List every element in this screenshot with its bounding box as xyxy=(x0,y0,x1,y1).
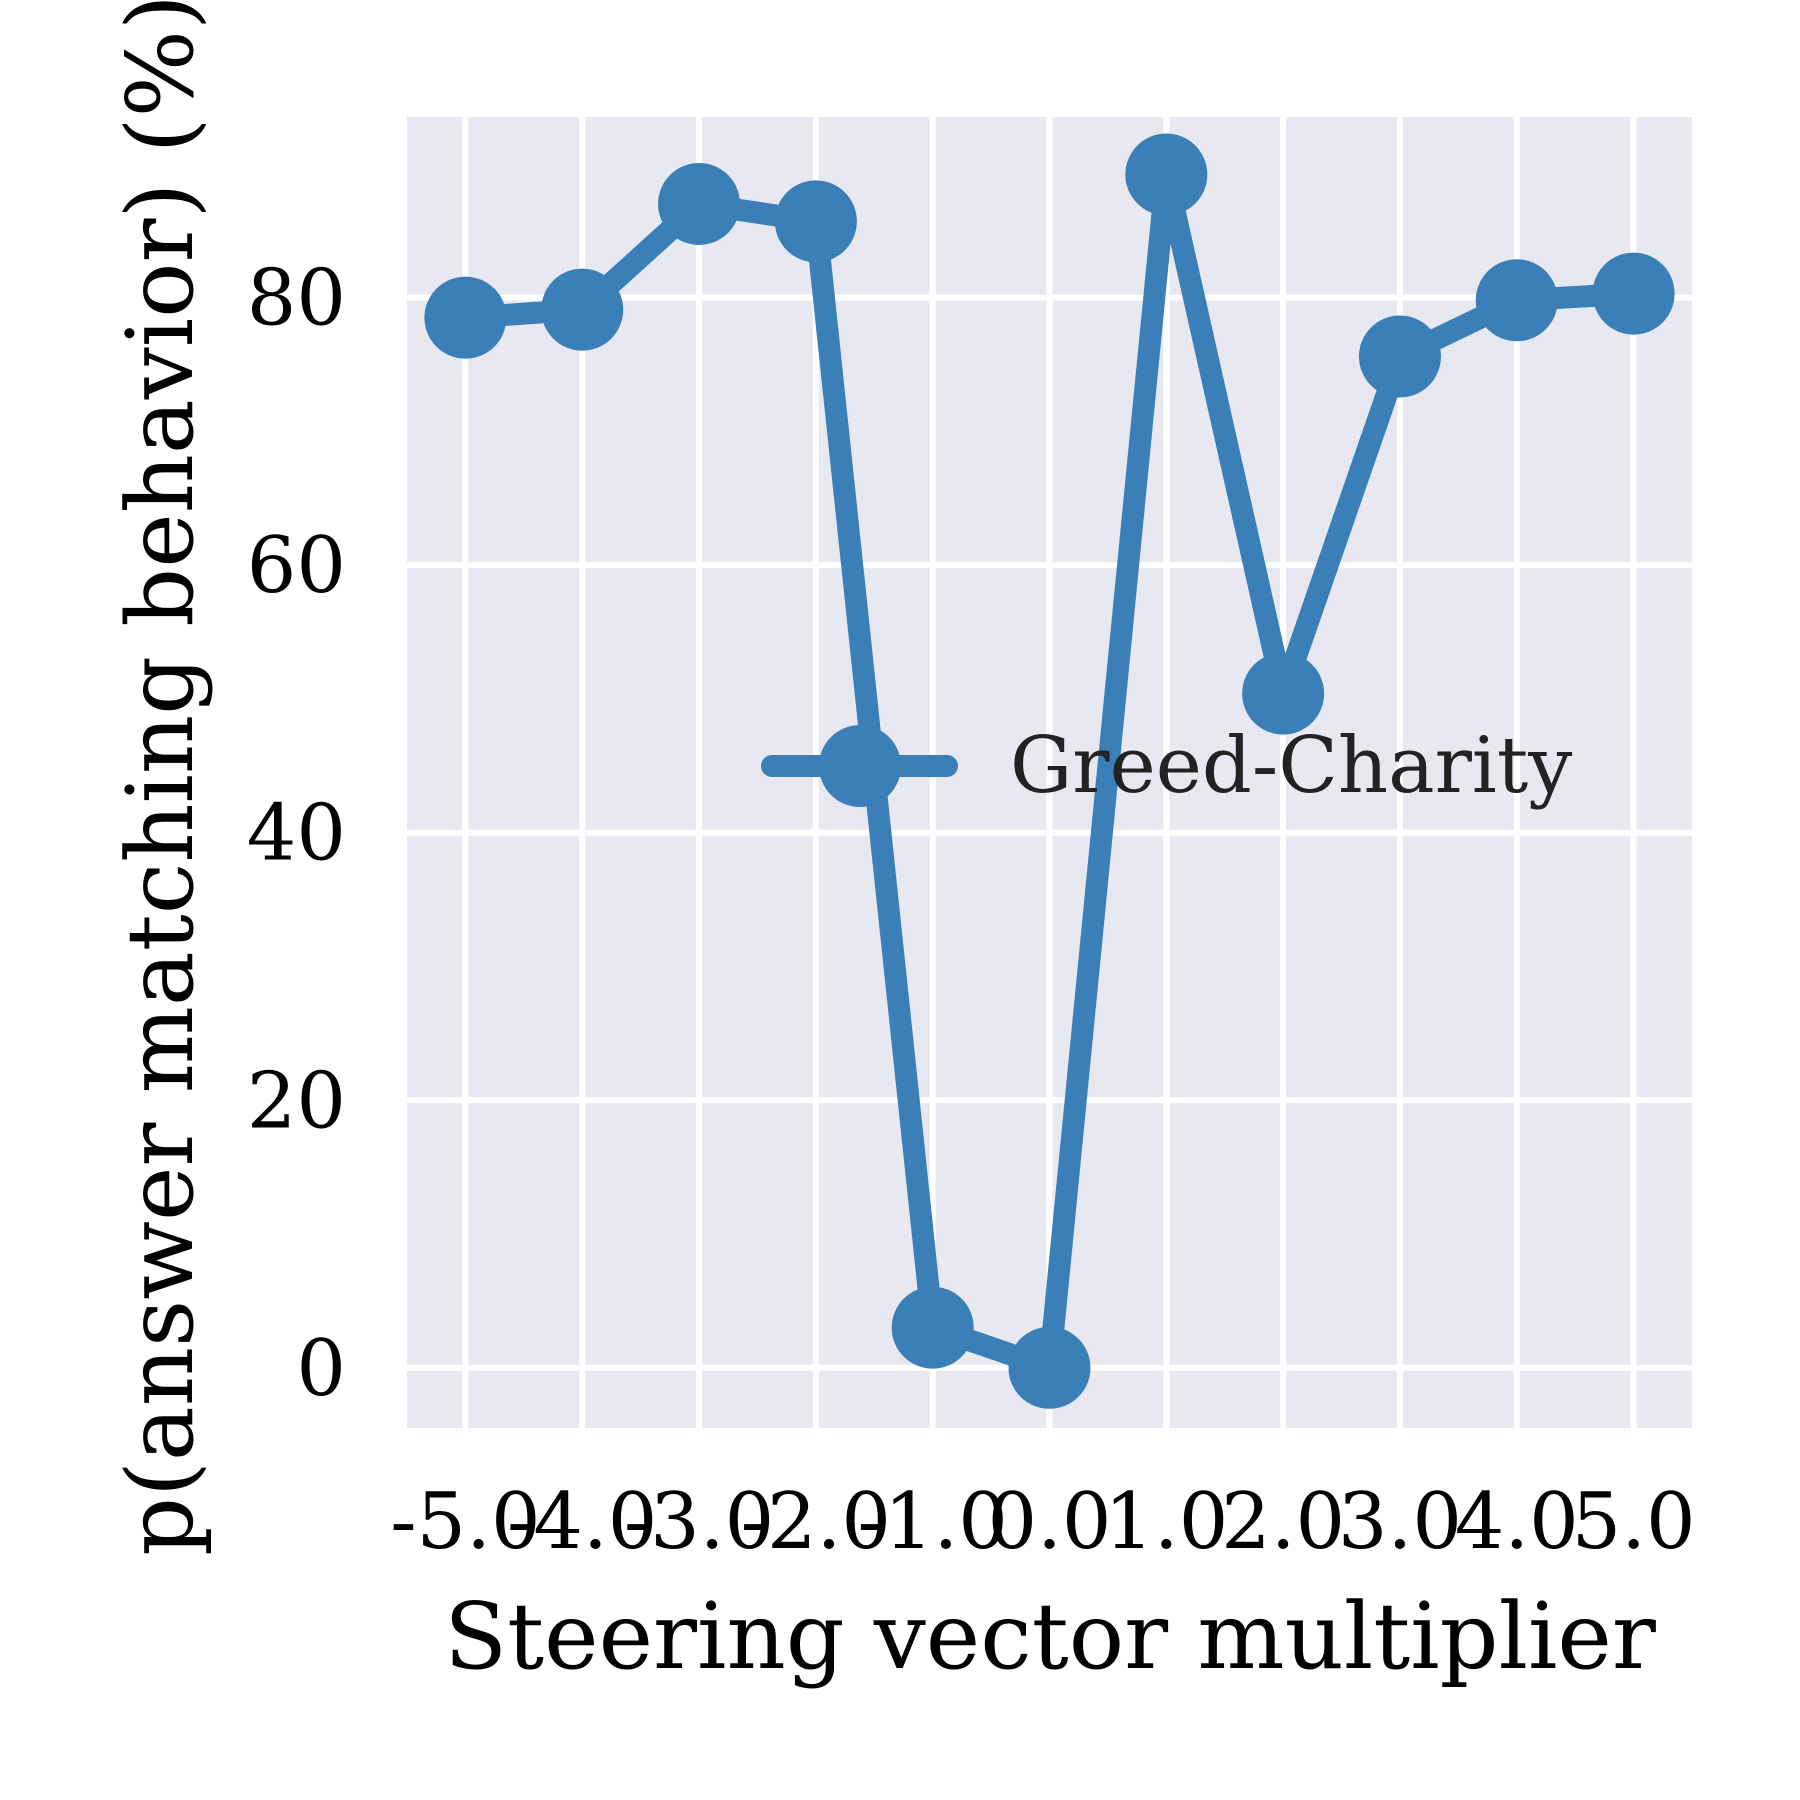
x-tick-label: -5.0 xyxy=(390,1477,540,1567)
legend-marker xyxy=(819,725,901,807)
x-tick-label: -3.0 xyxy=(624,1477,774,1567)
data-point xyxy=(1125,133,1208,216)
data-point xyxy=(424,276,507,359)
x-tick-label: 1.0 xyxy=(1104,1477,1228,1567)
x-tick-label: 2.0 xyxy=(1221,1477,1345,1567)
series-layer xyxy=(424,133,1675,1409)
data-point xyxy=(1592,252,1675,335)
y-tick-label: 80 xyxy=(247,254,346,344)
x-tick-label: 4.0 xyxy=(1455,1477,1579,1567)
data-point xyxy=(541,268,624,351)
data-point xyxy=(1242,652,1325,735)
y-tick-label: 0 xyxy=(296,1324,346,1414)
data-point xyxy=(1475,259,1558,342)
x-axis-label: Steering vector multiplier xyxy=(444,1583,1656,1690)
data-point xyxy=(1008,1326,1091,1409)
data-point xyxy=(658,162,741,245)
tick-labels: -5.0-4.0-3.0-2.0-1.00.01.02.03.04.05.0 0 2… xyxy=(247,254,1696,1567)
legend-label: Greed-Charity xyxy=(1010,721,1572,811)
y-tick-label: 40 xyxy=(247,789,346,879)
x-tick-label: -1.0 xyxy=(857,1477,1007,1567)
y-tick-label: 60 xyxy=(247,521,346,611)
data-point xyxy=(1358,315,1441,398)
x-tick-label: -4.0 xyxy=(507,1477,657,1567)
x-tick-label: 3.0 xyxy=(1338,1477,1462,1567)
x-tick-label: 5.0 xyxy=(1572,1477,1696,1567)
legend: Greed-Charity xyxy=(761,721,1572,811)
x-tick-label: -2.0 xyxy=(741,1477,891,1567)
y-tick-label: 20 xyxy=(247,1056,346,1146)
y-axis-label: p(answer matching behavior) (%) xyxy=(107,0,214,1556)
x-tick-label: 0.0 xyxy=(987,1477,1111,1567)
data-point xyxy=(891,1286,974,1369)
data-point xyxy=(774,180,857,263)
